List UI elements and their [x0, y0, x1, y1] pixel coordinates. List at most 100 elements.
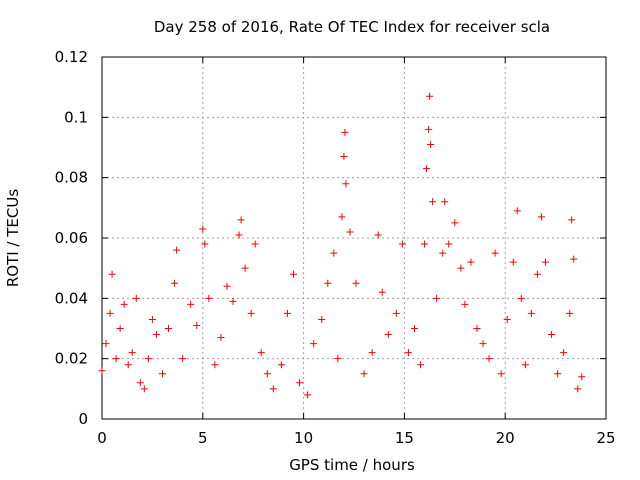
x-tick-label: 20 [496, 429, 515, 447]
data-point [342, 180, 350, 188]
data-point [352, 279, 360, 287]
data-point [263, 370, 271, 378]
data-point [283, 309, 291, 317]
data-point [217, 334, 225, 342]
data-point [310, 340, 318, 348]
data-point [521, 361, 529, 369]
data-point [120, 300, 128, 308]
x-tick-label: 0 [97, 429, 107, 447]
data-point [173, 246, 181, 254]
data-point [491, 249, 499, 257]
data-point [360, 370, 368, 378]
x-tick-label: 10 [294, 429, 313, 447]
data-point [199, 225, 207, 233]
data-point [171, 279, 179, 287]
data-point [560, 349, 568, 357]
data-point [421, 240, 429, 248]
data-point [201, 240, 209, 248]
data-point [324, 279, 332, 287]
data-point [102, 340, 110, 348]
data-point [124, 361, 132, 369]
data-point [334, 355, 342, 363]
data-point [417, 361, 425, 369]
data-point [392, 309, 400, 317]
data-point [247, 309, 255, 317]
data-point [429, 198, 437, 206]
data-point [304, 391, 312, 399]
y-tick-label: 0.1 [64, 108, 88, 126]
data-point [152, 331, 160, 339]
data-point [341, 128, 349, 136]
data-point [136, 379, 144, 387]
data-point [503, 315, 511, 323]
data-point [509, 258, 517, 266]
data-point [548, 331, 556, 339]
grid-lines [102, 57, 606, 419]
data-point [237, 216, 245, 224]
data-point [346, 228, 354, 236]
data-point [338, 213, 346, 221]
data-point [533, 270, 541, 278]
data-point [251, 240, 259, 248]
data-point [144, 355, 152, 363]
data-point [205, 294, 213, 302]
data-point [574, 385, 582, 393]
data-point [193, 321, 201, 329]
data-point [513, 207, 521, 215]
data-point [485, 355, 493, 363]
y-tick-label: 0.08 [55, 169, 88, 187]
data-point [241, 264, 249, 272]
data-point [179, 355, 187, 363]
x-tick-label: 25 [596, 429, 615, 447]
data-point [368, 349, 376, 357]
data-point [165, 325, 173, 332]
data-point [426, 92, 434, 100]
data-point [112, 355, 120, 363]
data-point [398, 240, 406, 248]
y-axis-label: ROTI / TECUs [4, 189, 22, 287]
data-point [235, 231, 243, 239]
data-point [542, 258, 550, 266]
data-point [116, 325, 124, 332]
data-point [537, 213, 545, 221]
data-point [140, 385, 148, 393]
data-point [330, 249, 338, 257]
data-point [290, 270, 298, 278]
x-tick-label: 15 [395, 429, 414, 447]
y-tick-label: 0.12 [55, 48, 88, 66]
data-point [128, 349, 136, 357]
data-point [441, 198, 449, 206]
data-point [296, 379, 304, 387]
data-point [106, 309, 114, 317]
data-point [132, 294, 140, 302]
data-point [461, 300, 469, 308]
data-point [570, 255, 578, 263]
y-tick-label: 0 [78, 410, 88, 428]
data-point [445, 240, 453, 248]
y-tick-label: 0.04 [55, 289, 88, 307]
data-point [423, 165, 431, 173]
data-point [277, 361, 285, 369]
data-point [98, 367, 106, 375]
data-point [374, 231, 382, 239]
data-point [425, 125, 433, 133]
data-point [427, 140, 435, 148]
data-point [269, 385, 277, 393]
data-point [517, 294, 525, 302]
x-axis-label: GPS time / hours [289, 456, 415, 474]
data-point [497, 370, 505, 378]
data-point [257, 349, 265, 357]
data-point [554, 370, 562, 378]
data-point [158, 370, 166, 378]
data-point [404, 349, 412, 357]
data-point [187, 300, 195, 308]
y-tick-label: 0.02 [55, 350, 88, 368]
data-point [457, 264, 465, 272]
y-tick-label: 0.06 [55, 229, 88, 247]
data-point [378, 288, 386, 296]
data-point [467, 258, 475, 266]
data-point [384, 331, 392, 339]
data-point [439, 249, 447, 257]
data-point [578, 373, 586, 381]
